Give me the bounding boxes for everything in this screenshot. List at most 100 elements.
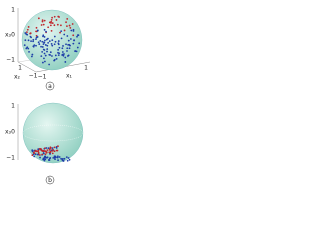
point: [58, 46, 61, 49]
point: [67, 157, 70, 159]
point: [44, 44, 47, 46]
point: [35, 26, 38, 29]
panel-b: x₃ 1 0 −1 b: [5, 103, 84, 185]
point: [37, 148, 40, 150]
point: [64, 61, 67, 63]
point: [57, 40, 60, 42]
point: [78, 42, 81, 45]
point: [42, 35, 44, 38]
point: [62, 45, 64, 47]
point: [35, 38, 37, 40]
point: [42, 43, 45, 46]
point: [53, 146, 56, 149]
panel-label: b: [48, 177, 52, 184]
point: [47, 159, 50, 161]
point: [43, 155, 46, 158]
point: [38, 43, 41, 45]
point: [31, 154, 34, 157]
points: [31, 145, 71, 162]
point: [38, 154, 41, 156]
point: [66, 35, 69, 37]
point: [43, 57, 45, 60]
point: [25, 47, 28, 50]
point: [55, 19, 58, 21]
point: [50, 20, 53, 23]
point: [43, 159, 46, 162]
point: [53, 15, 56, 18]
point: [65, 21, 67, 24]
point: [61, 158, 64, 161]
point: [27, 47, 30, 50]
point: [49, 51, 52, 54]
point: [43, 52, 46, 55]
point: [75, 50, 78, 53]
point: [42, 150, 45, 152]
point: [41, 46, 44, 48]
point: [72, 34, 75, 37]
point: [45, 30, 47, 33]
point: [66, 47, 69, 50]
tick-label: 0: [11, 129, 15, 136]
point: [53, 24, 56, 27]
point: [57, 145, 59, 148]
point: [51, 44, 54, 47]
point: [66, 50, 68, 52]
point: [29, 32, 32, 35]
tick-label: 1: [11, 103, 15, 110]
point: [33, 44, 36, 46]
point: [55, 156, 57, 159]
equator: [22, 124, 84, 142]
panel-label: a: [48, 83, 52, 90]
panel-a: x₃ 1 0 −1 1 −1 x₂ −1 1 x₁ a: [5, 7, 91, 91]
point: [66, 55, 69, 57]
point: [43, 60, 46, 63]
point: [40, 45, 42, 48]
point: [45, 151, 48, 154]
point: [32, 45, 35, 48]
point: [37, 149, 40, 152]
point: [47, 26, 50, 29]
point: [36, 29, 39, 32]
point: [53, 35, 56, 38]
point: [58, 52, 61, 55]
point: [48, 53, 51, 56]
point: [50, 146, 52, 149]
point: [56, 149, 59, 152]
point: [39, 39, 42, 42]
point: [61, 53, 64, 56]
axis-label: x₂: [14, 74, 21, 81]
point: [52, 156, 55, 159]
point: [46, 156, 49, 159]
point: [44, 54, 47, 57]
point: [64, 56, 67, 59]
point: [40, 55, 43, 58]
point: [57, 43, 60, 46]
point: [41, 40, 44, 43]
point: [60, 37, 63, 40]
point: [36, 36, 39, 38]
point: [68, 24, 71, 27]
point: [51, 147, 54, 150]
tick-label: 1: [18, 65, 22, 72]
point: [69, 38, 72, 40]
point: [62, 160, 65, 162]
point: [55, 57, 58, 60]
point: [56, 155, 59, 158]
point: [55, 147, 58, 149]
point: [46, 44, 49, 47]
point: [27, 39, 30, 42]
point: [53, 150, 56, 153]
point: [65, 43, 67, 46]
tick-label: 0: [11, 32, 15, 39]
point: [53, 43, 56, 46]
point: [46, 50, 48, 53]
point: [76, 35, 78, 38]
point: [57, 15, 60, 18]
point: [54, 158, 56, 161]
tick-label: −1: [29, 73, 38, 80]
point: [34, 153, 37, 156]
point: [66, 159, 69, 162]
point: [40, 24, 43, 26]
point: [57, 48, 60, 51]
point: [51, 22, 54, 24]
